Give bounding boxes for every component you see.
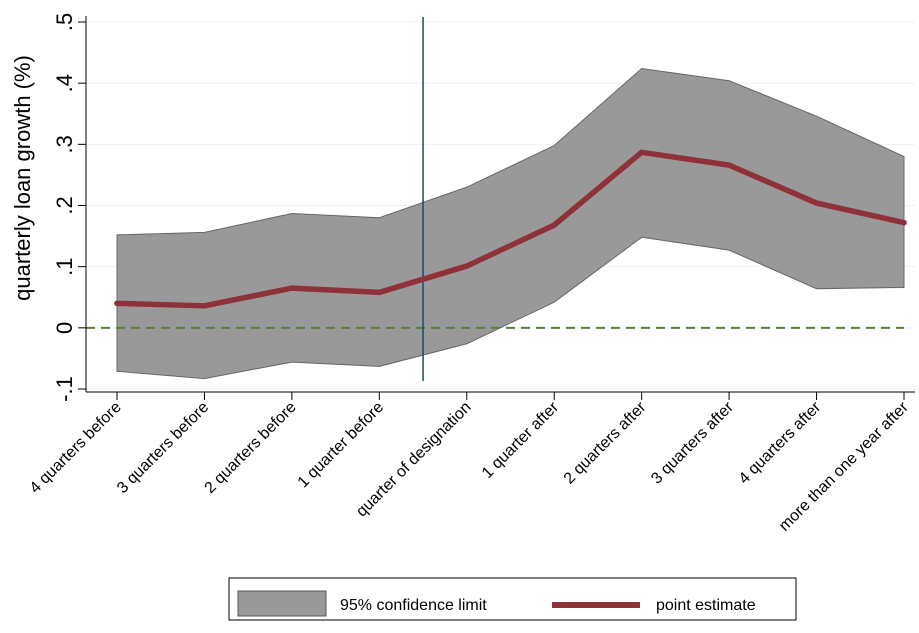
point-estimate-group [114, 149, 907, 309]
x-tick-label-1: 3 quarters before [114, 399, 212, 497]
legend: 95% confidence limit point estimate [228, 577, 797, 621]
x-tick-label-8: 4 quarters after [736, 398, 825, 487]
x-tick-label-3: 1 quarter before [295, 399, 388, 492]
y-tick-label-2: .1 [52, 257, 77, 275]
point-estimate-line [114, 149, 907, 309]
y-tick-label-5: .4 [52, 74, 77, 92]
x-tick-label-5: 1 quarter after [479, 398, 563, 482]
point-estimate-point-8 [813, 200, 820, 206]
confidence-band [116, 67, 905, 380]
point-estimate-point-1 [201, 303, 208, 309]
point-estimate-point-6 [638, 149, 645, 156]
point-estimate-point-9 [901, 219, 907, 226]
y-tick-label-3: .2 [52, 196, 77, 214]
x-tick-label-0: 4 quarters before [27, 399, 125, 497]
y-tick-label-1: 0 [52, 322, 77, 334]
y-tick-label-6: .5 [52, 13, 77, 31]
point-estimate-point-7 [726, 162, 732, 168]
legend-label-line: point estimate [656, 597, 756, 614]
x-tick-label-7: 3 quarters after [648, 398, 737, 487]
point-estimate-point-4 [464, 263, 470, 269]
x-tick-label-2: 2 quarters before [202, 399, 300, 497]
y-tick-label-4: .3 [52, 135, 77, 153]
legend-label-band: 95% confidence limit [340, 597, 487, 614]
confidence-band-group [116, 67, 905, 380]
point-estimate-point-0 [114, 300, 120, 307]
reference-lines [86, 17, 904, 381]
point-estimate-point-5 [551, 222, 557, 228]
y-axis-label: quarterly loan growth (%) [10, 55, 35, 301]
point-estimate-point-2 [289, 285, 295, 291]
x-tick-label-6: 2 quarters after [561, 398, 650, 487]
point-estimate-point-3 [376, 289, 383, 296]
y-tick-label-0: -.1 [52, 376, 77, 402]
legend-swatch-band [237, 590, 327, 617]
